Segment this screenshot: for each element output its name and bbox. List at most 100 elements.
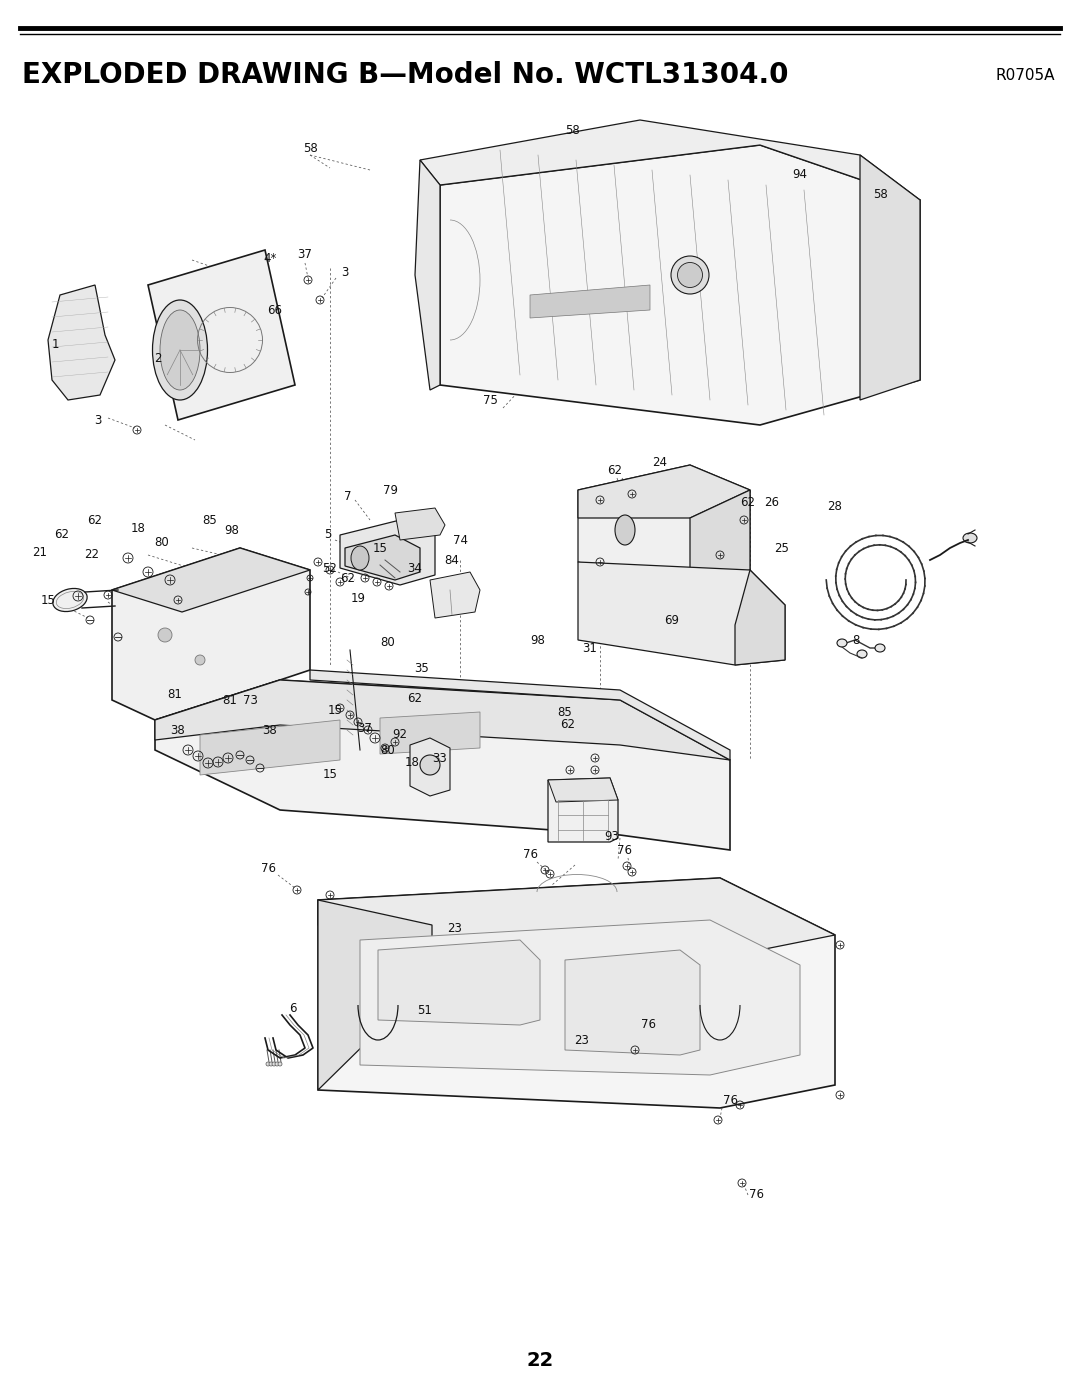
Text: 62: 62 xyxy=(87,514,103,527)
Text: 15: 15 xyxy=(41,594,55,606)
Text: 58: 58 xyxy=(302,141,318,155)
Ellipse shape xyxy=(158,629,172,643)
Text: 94: 94 xyxy=(793,169,808,182)
Text: 51: 51 xyxy=(418,1003,432,1017)
Polygon shape xyxy=(530,285,650,319)
Polygon shape xyxy=(578,562,785,665)
Text: 28: 28 xyxy=(827,500,842,513)
Ellipse shape xyxy=(53,588,87,612)
Text: 3: 3 xyxy=(341,265,349,278)
Ellipse shape xyxy=(875,644,885,652)
Text: 93: 93 xyxy=(605,830,620,842)
Text: 2: 2 xyxy=(154,352,162,365)
Polygon shape xyxy=(156,680,730,849)
Text: 23: 23 xyxy=(575,1034,590,1046)
Text: 31: 31 xyxy=(582,641,597,655)
Text: 69: 69 xyxy=(664,613,679,626)
Text: 76: 76 xyxy=(723,1094,738,1106)
Polygon shape xyxy=(578,465,750,518)
Text: 21: 21 xyxy=(32,545,48,559)
Text: 8: 8 xyxy=(852,633,860,647)
Text: 76: 76 xyxy=(640,1018,656,1031)
Ellipse shape xyxy=(420,754,440,775)
Text: 52: 52 xyxy=(323,562,337,574)
Text: 5: 5 xyxy=(324,528,332,542)
Polygon shape xyxy=(310,671,730,760)
Text: 62: 62 xyxy=(407,692,422,704)
Ellipse shape xyxy=(269,1062,273,1066)
Text: 6: 6 xyxy=(289,1002,297,1014)
Polygon shape xyxy=(156,680,730,760)
Polygon shape xyxy=(548,778,618,802)
Text: 81: 81 xyxy=(167,689,183,701)
Polygon shape xyxy=(410,738,450,796)
Polygon shape xyxy=(690,490,750,590)
Polygon shape xyxy=(318,877,835,1108)
Ellipse shape xyxy=(195,655,205,665)
Ellipse shape xyxy=(272,1062,276,1066)
Polygon shape xyxy=(395,509,445,541)
Text: 76: 76 xyxy=(617,844,632,856)
Polygon shape xyxy=(318,877,835,978)
Text: 74: 74 xyxy=(453,534,468,546)
Text: 76: 76 xyxy=(523,848,538,862)
Polygon shape xyxy=(735,570,785,665)
Text: 18: 18 xyxy=(131,521,146,535)
Text: 3: 3 xyxy=(94,414,102,426)
Polygon shape xyxy=(578,465,750,590)
Text: 80: 80 xyxy=(380,743,395,757)
Text: 62: 62 xyxy=(54,528,69,542)
Ellipse shape xyxy=(963,534,977,543)
Text: 15: 15 xyxy=(373,542,388,555)
Text: R0705A: R0705A xyxy=(996,67,1055,82)
Text: 35: 35 xyxy=(415,662,430,675)
Polygon shape xyxy=(345,535,420,580)
Ellipse shape xyxy=(275,1062,279,1066)
Ellipse shape xyxy=(671,256,708,293)
Text: 98: 98 xyxy=(225,524,240,536)
Text: 80: 80 xyxy=(154,536,170,549)
Text: 92: 92 xyxy=(392,728,407,742)
Text: 37: 37 xyxy=(357,721,373,735)
Text: 85: 85 xyxy=(203,514,217,527)
Text: 23: 23 xyxy=(447,922,462,935)
Text: 38: 38 xyxy=(262,724,278,736)
Text: EXPLODED DRAWING B—Model No. WCTL31304.0: EXPLODED DRAWING B—Model No. WCTL31304.0 xyxy=(22,61,788,89)
Text: 7: 7 xyxy=(345,490,352,503)
Text: 33: 33 xyxy=(433,752,447,764)
Polygon shape xyxy=(378,940,540,1025)
Polygon shape xyxy=(112,548,310,612)
Polygon shape xyxy=(318,900,432,1090)
Polygon shape xyxy=(112,548,310,719)
Text: 26: 26 xyxy=(765,496,780,509)
Ellipse shape xyxy=(266,1062,270,1066)
Text: 15: 15 xyxy=(327,704,342,717)
Text: 62: 62 xyxy=(741,496,756,509)
Text: 62: 62 xyxy=(607,464,622,476)
Text: 19: 19 xyxy=(351,591,365,605)
Text: 75: 75 xyxy=(483,394,498,407)
Ellipse shape xyxy=(858,650,867,658)
Text: 84: 84 xyxy=(445,553,459,567)
Text: 1: 1 xyxy=(51,338,58,352)
Text: 73: 73 xyxy=(243,693,257,707)
Text: 24: 24 xyxy=(652,455,667,468)
Polygon shape xyxy=(420,120,920,200)
Polygon shape xyxy=(430,571,480,617)
Ellipse shape xyxy=(677,263,702,288)
Text: 37: 37 xyxy=(298,249,312,261)
Text: 62: 62 xyxy=(561,718,576,732)
Polygon shape xyxy=(548,778,618,842)
Polygon shape xyxy=(440,145,920,425)
Polygon shape xyxy=(48,285,114,400)
Polygon shape xyxy=(200,719,340,775)
Text: 22: 22 xyxy=(84,548,99,560)
Ellipse shape xyxy=(837,638,847,647)
Text: 81: 81 xyxy=(222,693,238,707)
Text: 76: 76 xyxy=(748,1189,764,1201)
Text: 76: 76 xyxy=(260,862,275,875)
Text: 62: 62 xyxy=(340,571,355,584)
Text: 58: 58 xyxy=(565,123,579,137)
Text: 34: 34 xyxy=(407,562,422,574)
Text: 4*: 4* xyxy=(264,251,276,264)
